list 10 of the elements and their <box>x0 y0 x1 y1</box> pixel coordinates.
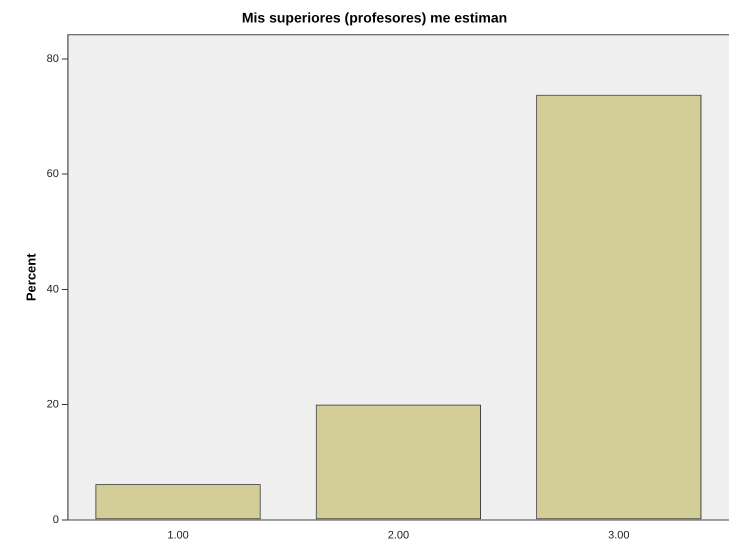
y-axis-title: Percent <box>23 252 38 302</box>
y-tick-label: 0 <box>52 514 59 526</box>
chart-title: Mis superiores (profesores) me estiman <box>242 9 508 26</box>
y-tick-label: 60 <box>46 168 59 180</box>
y-tick-label: 40 <box>46 283 59 296</box>
y-tick-label: 20 <box>46 398 59 411</box>
y-tick-label: 80 <box>46 53 59 66</box>
x-tick-label: 2.00 <box>388 529 410 542</box>
x-tick-label: 1.00 <box>167 529 189 542</box>
x-tick-label: 3.00 <box>608 529 630 542</box>
